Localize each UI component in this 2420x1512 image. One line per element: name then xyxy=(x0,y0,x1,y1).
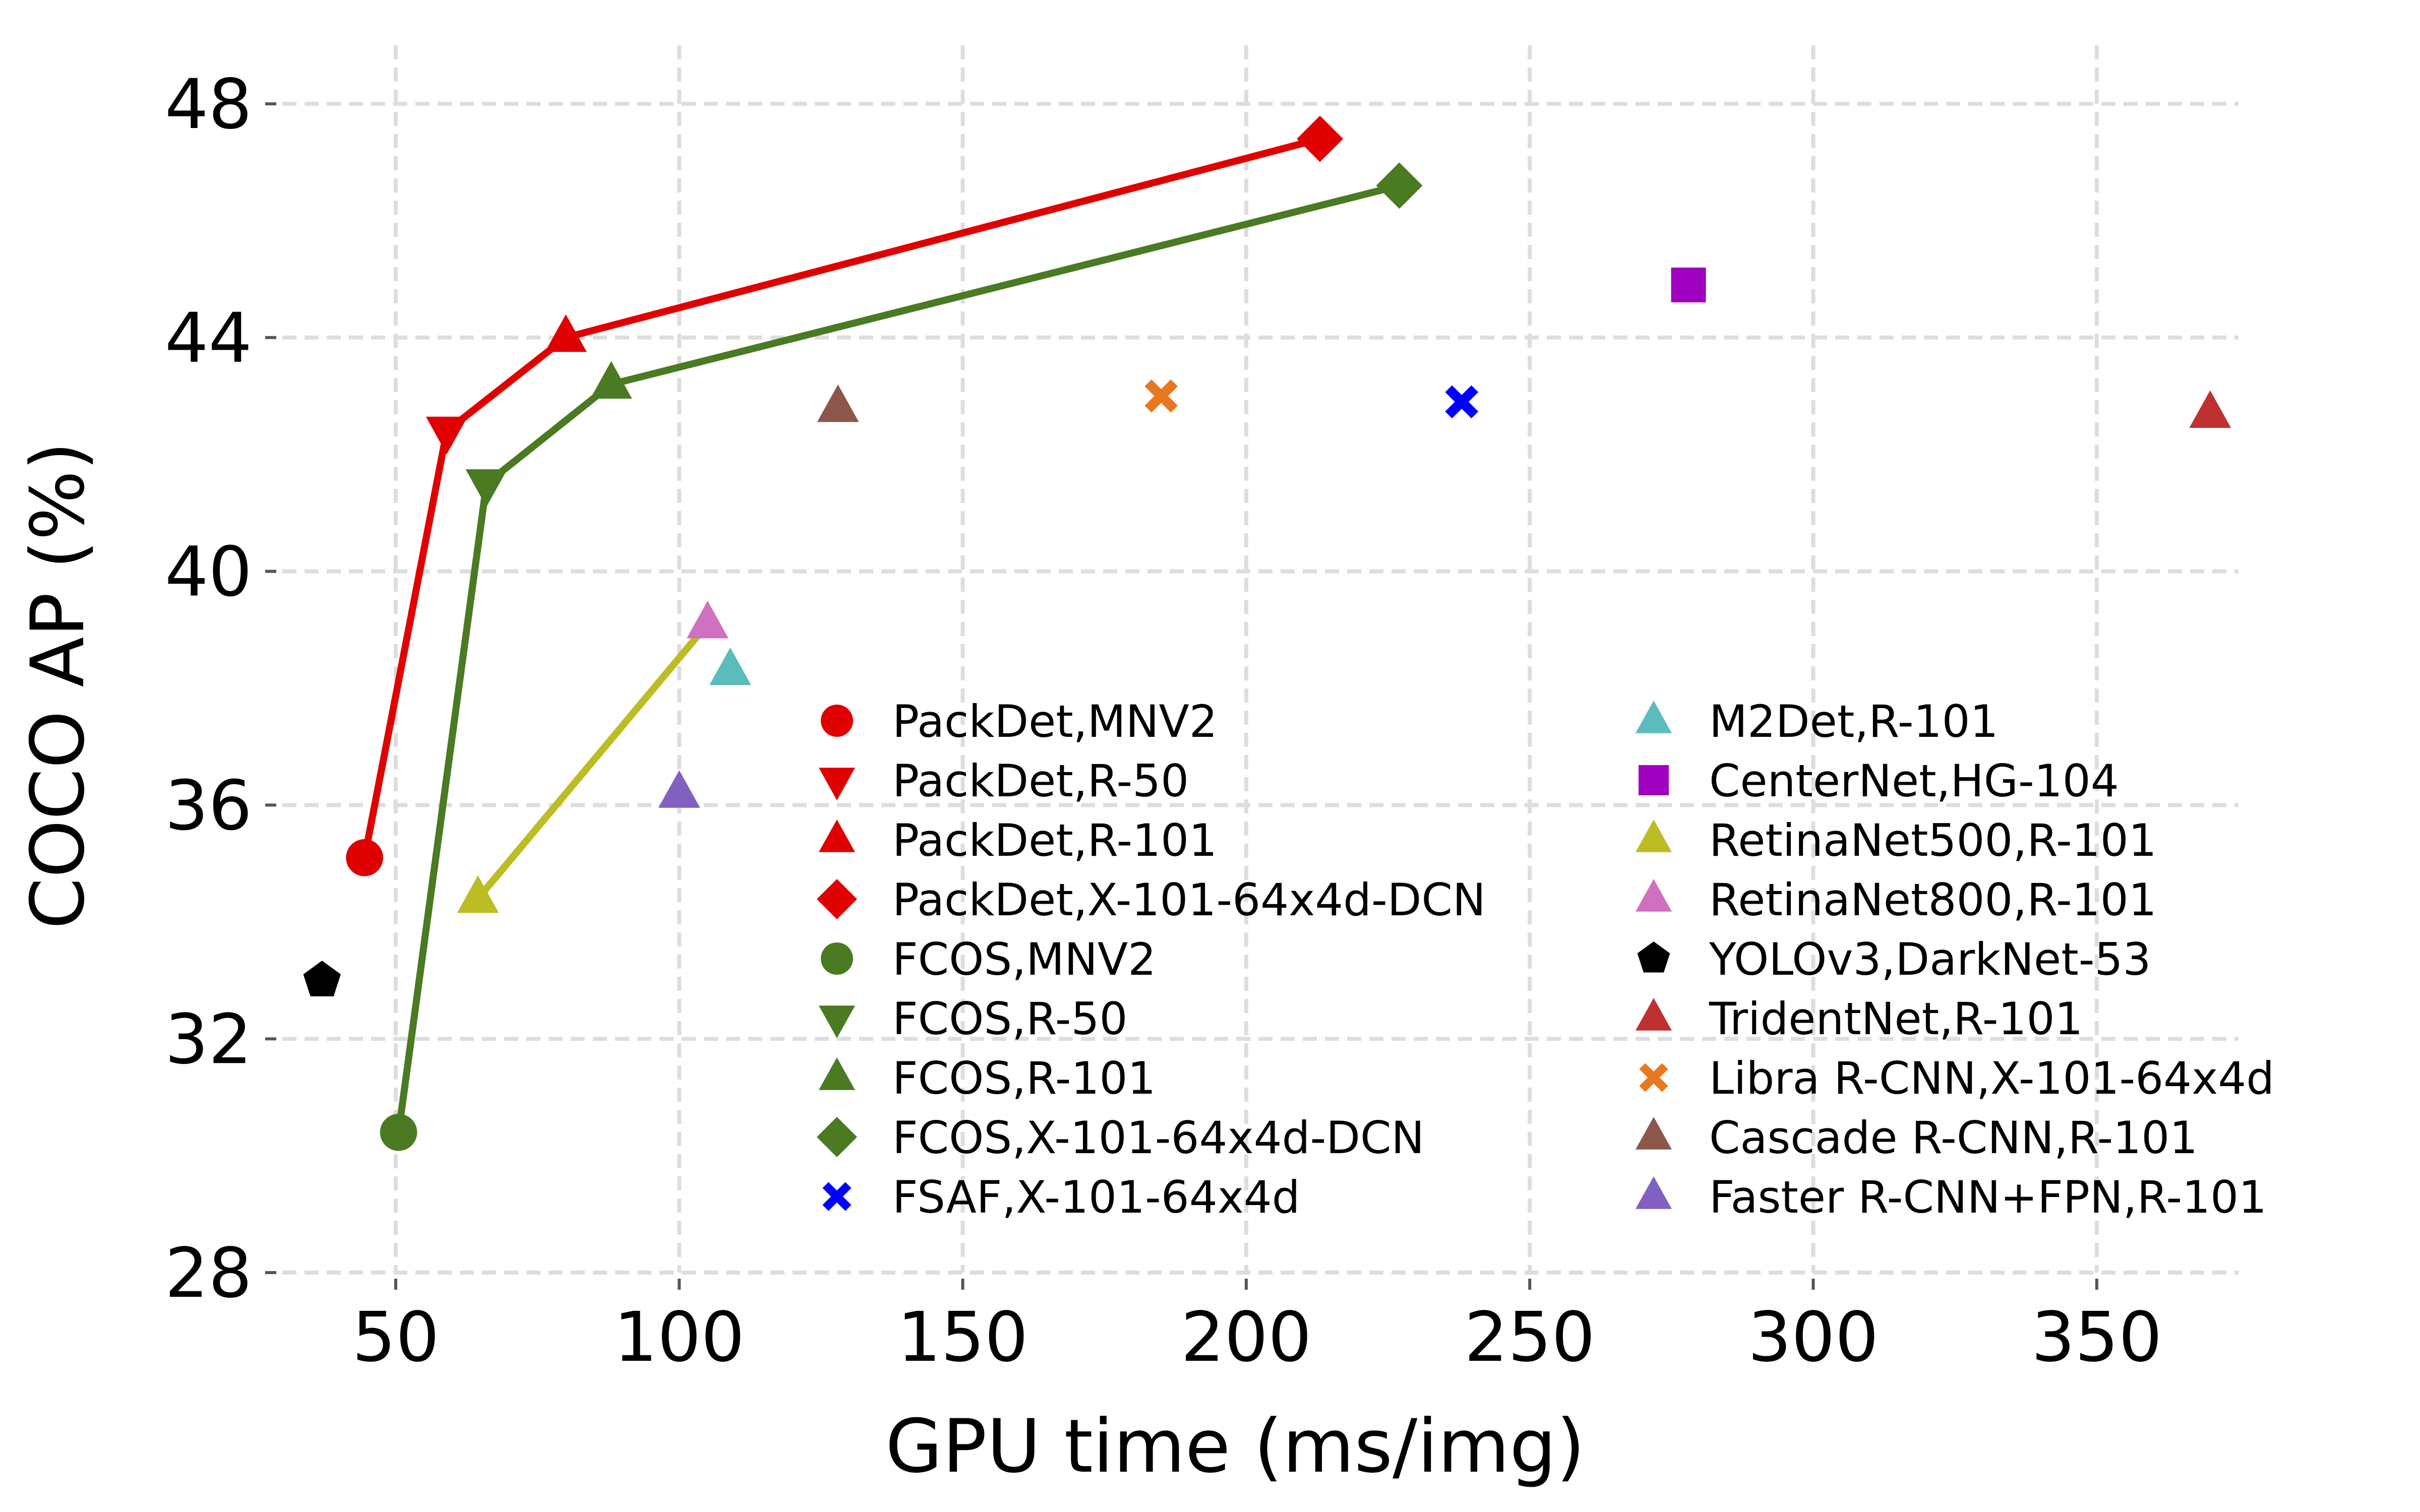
legend-marker xyxy=(819,1005,855,1038)
legend-marker xyxy=(1636,998,1672,1031)
data-point xyxy=(1297,115,1344,162)
legend-marker xyxy=(1639,1063,1668,1092)
x-tick-label: 100 xyxy=(614,1298,745,1377)
series-line xyxy=(361,135,1324,861)
data-point xyxy=(426,416,468,455)
legend-label: FCOS,R-50 xyxy=(892,993,1127,1045)
legend-marker xyxy=(821,942,853,975)
legend-marker xyxy=(821,705,853,737)
legend-marker xyxy=(1636,1117,1672,1150)
data-point xyxy=(544,314,587,352)
y-tick-label: 28 xyxy=(165,1234,252,1313)
legend-label: FCOS,X-101-64x4d-DCN xyxy=(892,1112,1424,1164)
legend-label: PackDet,X-101-64x4d-DCN xyxy=(892,874,1486,926)
data-point xyxy=(1144,379,1178,413)
legend-label: CenterNet,HG-104 xyxy=(1709,755,2119,807)
legend-label: Cascade R-CNN,R-101 xyxy=(1709,1112,2198,1164)
legend-label: RetinaNet800,R-101 xyxy=(1709,874,2157,926)
data-point xyxy=(687,600,729,639)
axes: 50 100 150 200 250 300 350 28 32 36 40 44 48 xyxy=(165,65,2162,1377)
series-line xyxy=(474,620,711,902)
legend-label: PackDet,MNV2 xyxy=(892,696,1218,747)
y-tick-label: 32 xyxy=(165,1000,252,1080)
data-point xyxy=(346,839,383,876)
legend-label: FCOS,MNV2 xyxy=(892,933,1156,985)
legend-label: Faster R-CNN+FPN,R-101 xyxy=(1709,1171,2267,1223)
data-point xyxy=(817,384,859,422)
legend-label: FSAF,X-101-64x4d xyxy=(892,1171,1300,1223)
grid-lines xyxy=(282,45,2238,1275)
data-point xyxy=(457,875,499,913)
legend-marker xyxy=(819,768,855,800)
legend-marker xyxy=(817,879,857,919)
x-tick-label: 50 xyxy=(352,1298,439,1377)
y-tick-label: 48 xyxy=(165,65,252,145)
legend-marker xyxy=(819,820,855,852)
data-point xyxy=(2189,390,2231,428)
legend-label: TridentNet,R-101 xyxy=(1709,993,2083,1045)
data-point xyxy=(709,647,751,685)
x-tick-label: 350 xyxy=(2031,1298,2162,1377)
x-tick-label: 150 xyxy=(897,1298,1028,1377)
legend-marker xyxy=(1636,1176,1672,1209)
data-point xyxy=(1671,267,1706,302)
legend-marker xyxy=(1636,701,1672,733)
connecting-lines xyxy=(361,135,1403,1136)
x-axis-label: GPU time (ms/img) xyxy=(885,1404,1585,1489)
y-tick-label: 40 xyxy=(165,533,252,612)
legend-marker xyxy=(822,1182,852,1211)
data-points xyxy=(303,115,2231,1151)
legend-marker xyxy=(819,1057,855,1090)
data-point xyxy=(303,961,341,996)
data-point xyxy=(1445,385,1479,419)
data-point xyxy=(1376,162,1423,209)
legend-label: Libra R-CNN,X-101-64x4d xyxy=(1709,1052,2274,1104)
y-tick-label: 36 xyxy=(165,766,252,846)
legend-marker xyxy=(1639,765,1669,795)
data-point xyxy=(380,1113,417,1151)
legend-label: RetinaNet500,R-101 xyxy=(1709,814,2157,866)
legend-label: M2Det,R-101 xyxy=(1709,696,1999,747)
legend-label: FCOS,R-101 xyxy=(892,1052,1156,1104)
y-tick-label: 44 xyxy=(165,299,252,379)
x-tick-label: 200 xyxy=(1181,1298,1312,1377)
legend-label: YOLOv3,DarkNet-53 xyxy=(1709,933,2151,985)
x-tick-label: 300 xyxy=(1748,1298,1879,1377)
legend-label: PackDet,R-50 xyxy=(892,755,1189,807)
series-line xyxy=(395,182,1403,1136)
data-point xyxy=(465,469,508,507)
x-tick-label: 250 xyxy=(1464,1298,1595,1377)
legend-marker xyxy=(1637,941,1670,973)
y-axis-label: COCO AP (%) xyxy=(15,442,101,929)
legend-marker xyxy=(817,1117,857,1157)
data-point xyxy=(590,361,632,399)
legend-label: PackDet,R-101 xyxy=(892,814,1217,866)
legend-marker xyxy=(1636,879,1672,912)
legend-marker xyxy=(1636,820,1672,852)
legend: PackDet,MNV2 PackDet,R-50 PackDet,R-101 Pac… xyxy=(817,696,2274,1223)
data-point xyxy=(658,770,700,808)
